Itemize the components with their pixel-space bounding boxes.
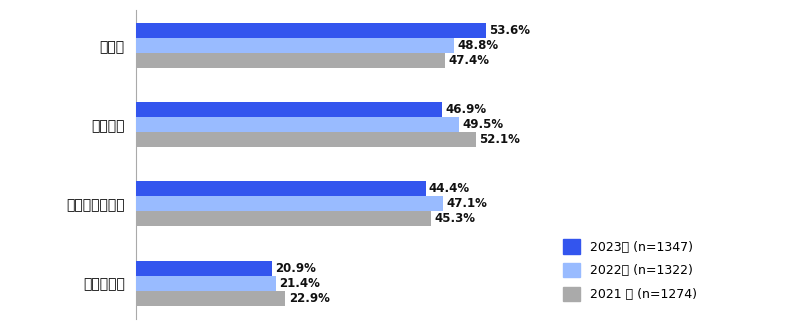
Text: 21.4%: 21.4% — [279, 277, 320, 290]
Text: 48.8%: 48.8% — [458, 39, 498, 52]
Bar — [136, 290, 286, 306]
Bar — [136, 38, 454, 53]
Text: 45.3%: 45.3% — [434, 212, 476, 225]
Bar — [136, 261, 272, 276]
Legend: 2023年 (n=1347), 2022年 (n=1322), 2021 年 (n=1274): 2023年 (n=1347), 2022年 (n=1322), 2021 年 (… — [558, 234, 702, 306]
Text: 49.5%: 49.5% — [462, 118, 503, 131]
Bar — [136, 53, 445, 68]
Text: 52.1%: 52.1% — [479, 133, 520, 146]
Bar — [136, 132, 476, 147]
Text: 20.9%: 20.9% — [275, 262, 317, 275]
Bar — [136, 181, 426, 197]
Text: 47.1%: 47.1% — [446, 198, 487, 210]
Bar — [136, 102, 442, 117]
Text: 53.6%: 53.6% — [489, 24, 530, 37]
Bar — [136, 117, 459, 132]
Bar — [136, 23, 486, 38]
Text: 44.4%: 44.4% — [429, 182, 470, 196]
Text: 22.9%: 22.9% — [289, 291, 330, 305]
Bar — [136, 197, 443, 211]
Text: 47.4%: 47.4% — [449, 54, 490, 67]
Text: 46.9%: 46.9% — [445, 103, 486, 116]
Bar — [136, 211, 431, 226]
Bar — [136, 276, 275, 290]
